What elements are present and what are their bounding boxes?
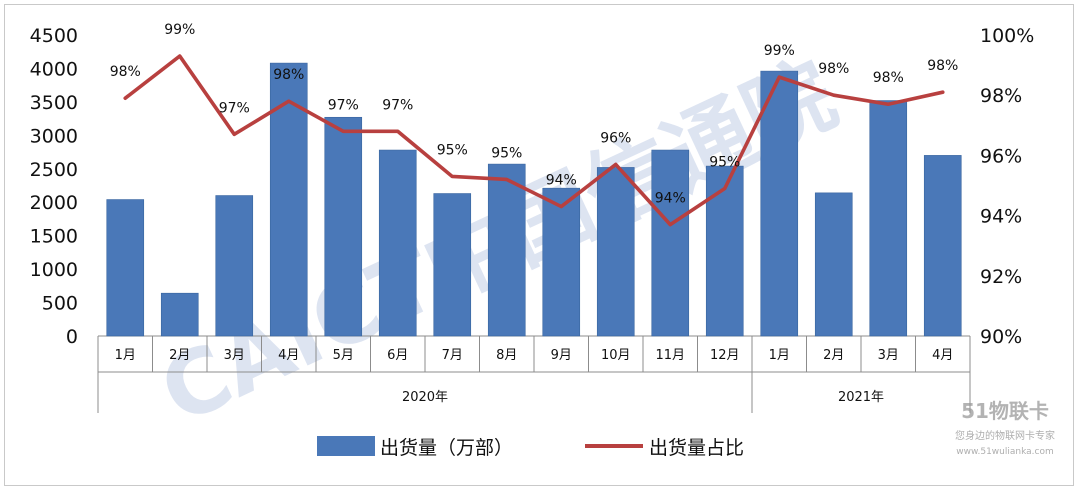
line-data-label: 99%: [164, 22, 195, 38]
line-point: [450, 174, 454, 178]
line-data-label: 98%: [873, 70, 904, 86]
category-label: 10月: [601, 348, 631, 363]
right-axis-tick-label: 92%: [980, 266, 1022, 288]
line-data-label: 94%: [546, 173, 577, 189]
category-label: 1月: [769, 348, 790, 363]
line-point: [559, 205, 563, 209]
category-label: 11月: [655, 348, 685, 363]
legend-bar-swatch: [317, 436, 375, 456]
right-axis-tick-label: 90%: [980, 326, 1022, 348]
line-data-label: 98%: [110, 64, 141, 80]
line-data-label: 98%: [273, 67, 304, 83]
line-point: [668, 223, 672, 227]
left-axis-tick-label: 1000: [30, 259, 78, 281]
bar: [487, 163, 526, 337]
legend-line-label: 出货量占比: [649, 437, 744, 459]
category-label: 7月: [442, 348, 463, 363]
line-data-label: 97%: [328, 97, 359, 113]
line-point: [341, 129, 345, 133]
left-axis-tick-label: 4000: [30, 58, 78, 80]
site-logo-text: 51物联卡: [961, 399, 1049, 423]
line-data-label: 95%: [437, 142, 468, 158]
line-point: [232, 132, 236, 136]
category-label: 4月: [278, 348, 299, 363]
bar: [269, 62, 308, 337]
line-data-label: 96%: [600, 130, 631, 146]
line-data-label: 95%: [491, 145, 522, 161]
bar-series: [106, 62, 962, 337]
category-label: 8月: [496, 348, 517, 363]
category-label: 4月: [932, 348, 953, 363]
right-axis-tick-label: 96%: [980, 145, 1022, 167]
combo-chart: CAICT中国信通院 05001000150020002500300035004…: [30, 22, 1055, 459]
category-label: 6月: [387, 348, 408, 363]
category-label: 3月: [224, 348, 245, 363]
right-axis-tick-label: 94%: [980, 206, 1022, 228]
left-axis-tick-label: 2000: [30, 192, 78, 214]
line-point: [723, 187, 727, 191]
bar: [596, 167, 635, 337]
bar: [324, 116, 363, 337]
line-data-label: 99%: [764, 43, 795, 59]
line-data-label: 98%: [818, 61, 849, 77]
bar: [651, 149, 690, 337]
bar: [106, 199, 145, 337]
line-data-label: 94%: [655, 191, 686, 207]
line-point: [886, 102, 890, 106]
right-axis-tick-label: 100%: [980, 25, 1034, 47]
category-label: 12月: [710, 348, 740, 363]
line-point: [941, 90, 945, 94]
line-data-label: 97%: [219, 100, 250, 116]
bar: [542, 187, 581, 337]
line-series: [123, 54, 945, 227]
left-axis-tick-label: 1500: [30, 226, 78, 248]
bar: [923, 155, 962, 337]
bar: [760, 70, 799, 337]
bar: [160, 292, 199, 337]
legend: 出货量（万部） 出货量占比: [317, 436, 744, 459]
bar: [869, 100, 908, 337]
data-labels: 98% 99% 97% 98% 97% 97% 95% 95% 94% 96% 94% 95% 99% 9…: [110, 22, 959, 207]
left-axis-tick-label: 4500: [30, 25, 78, 47]
line-point: [832, 93, 836, 97]
site-url-text: www.51wulianka.com: [956, 447, 1054, 457]
x-axis-categories: 1月 2月 3月 4月 5月 6月 7月 8月 9月 10月 11月 12月 1月 2月 3月 4月 2020年…: [97, 336, 971, 413]
line-point: [287, 99, 291, 103]
year-group-label: 2020年: [402, 390, 448, 405]
category-label: 5月: [333, 348, 354, 363]
category-label: 3月: [878, 348, 899, 363]
year-group-label: 2021年: [838, 390, 884, 405]
bar: [378, 149, 417, 337]
bar: [433, 193, 472, 337]
legend-bar-label: 出货量（万部）: [380, 437, 513, 459]
left-axis-tick-label: 2500: [30, 159, 78, 181]
line-point: [505, 177, 509, 181]
left-axis-tick-label: 500: [42, 293, 78, 315]
chart-frame: CAICT中国信通院 05001000150020002500300035004…: [4, 4, 1074, 486]
category-label: 1月: [115, 348, 136, 363]
category-label: 9月: [551, 348, 572, 363]
bar: [705, 165, 744, 337]
line-data-label: 98%: [927, 58, 958, 74]
line-point: [178, 54, 182, 58]
bar: [215, 195, 254, 337]
category-label: 2月: [823, 348, 844, 363]
line-data-label: 97%: [382, 97, 413, 113]
line-data-label: 95%: [709, 155, 740, 171]
line-point: [614, 162, 618, 166]
category-label: 2月: [169, 348, 190, 363]
line-point: [777, 75, 781, 79]
line-series-path: [123, 54, 945, 227]
bar: [814, 192, 853, 337]
right-axis-tick-label: 98%: [980, 85, 1022, 107]
site-slogan-text: 您身边的物联网卡专家: [955, 429, 1055, 442]
line-point: [123, 96, 127, 100]
left-axis-tick-label: 0: [66, 326, 78, 348]
line-point: [396, 129, 400, 133]
left-axis-tick-label: 3500: [30, 92, 78, 114]
left-axis-tick-label: 3000: [30, 125, 78, 147]
